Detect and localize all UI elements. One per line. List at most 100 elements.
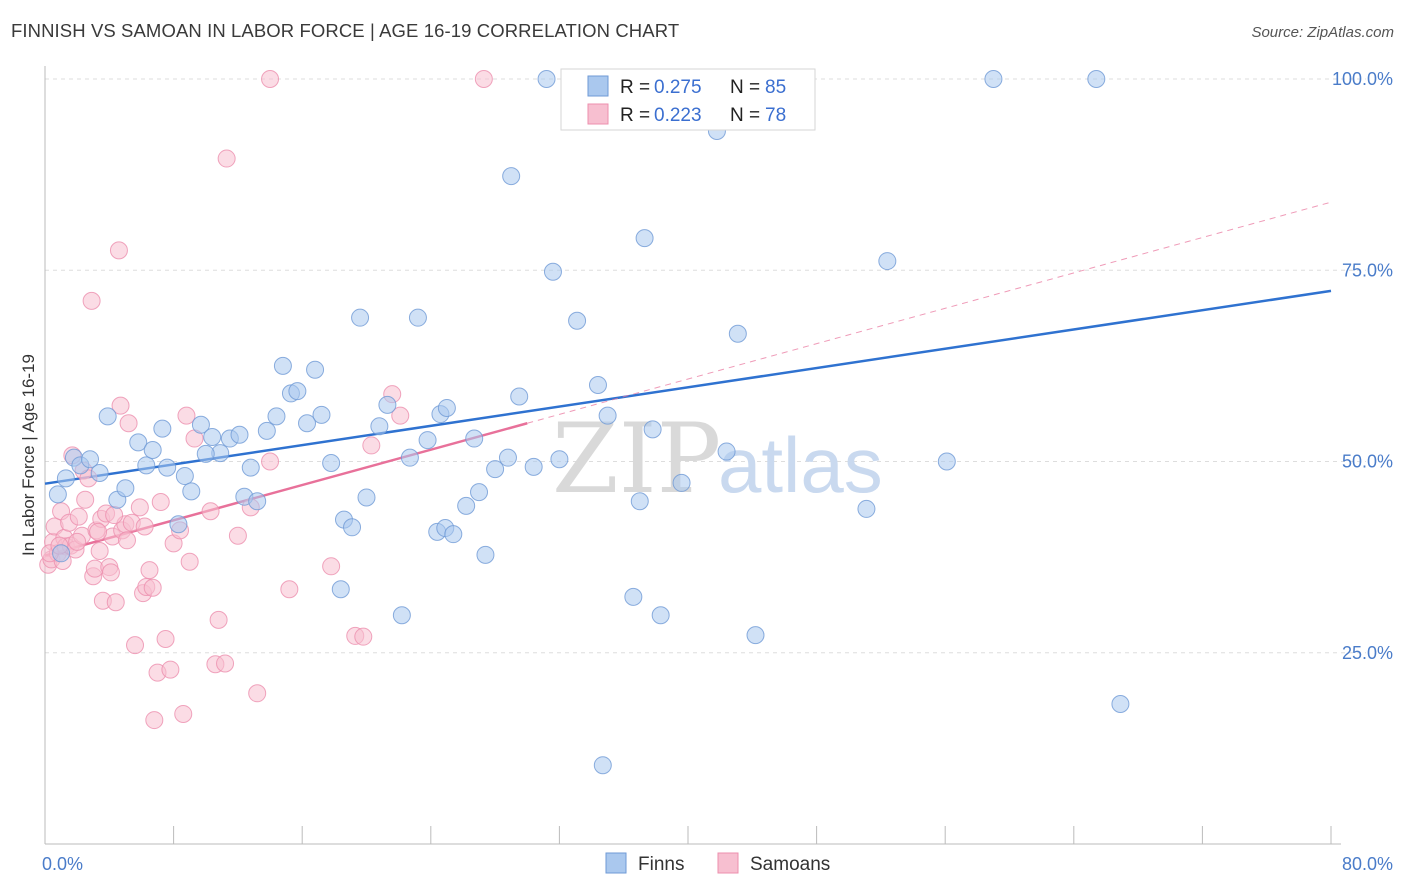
finns-point: [476, 545, 495, 564]
finns-point: [444, 525, 463, 544]
finns-point: [524, 457, 543, 476]
finns-point: [48, 485, 67, 504]
finns-point: [1087, 70, 1106, 88]
source-note: Source: ZipAtlas.com: [1251, 24, 1394, 41]
finns-point: [408, 308, 427, 327]
samoans-point: [130, 498, 149, 517]
finns-point: [643, 420, 662, 439]
finns-point: [137, 456, 156, 475]
finns-point: [370, 417, 389, 436]
y-axis-title: In Labor Force | Age 16-19: [19, 354, 38, 556]
samoans-point: [180, 552, 199, 571]
finns-point: [418, 431, 437, 450]
finns-point: [1111, 695, 1130, 714]
samoans-point: [280, 580, 299, 599]
samoans-point: [151, 493, 170, 512]
finns-point: [175, 467, 194, 486]
samoans-point: [101, 563, 120, 582]
finns-trend-line: [44, 289, 1332, 485]
samoans-point: [362, 436, 381, 455]
finns-point: [203, 428, 222, 447]
samoans-point: [105, 506, 124, 525]
legend-samoans-r-label: R =: [620, 105, 650, 126]
samoans-point: [201, 502, 220, 521]
series-legend-samoans-label: Samoans: [750, 854, 830, 875]
samoans-point: [174, 704, 193, 723]
finns-point: [248, 492, 267, 511]
finns-point: [81, 450, 100, 469]
finns-point: [288, 382, 307, 401]
finns-point: [465, 429, 484, 448]
samoans-point: [209, 610, 228, 629]
samoans-point: [89, 522, 108, 541]
finns-point: [672, 473, 691, 492]
finns-point: [273, 356, 292, 375]
samoans-point: [145, 711, 164, 730]
finns-point: [351, 308, 370, 327]
series-legend-samoans-swatch: [717, 852, 739, 874]
legend-samoans-swatch: [587, 103, 609, 125]
chart-title: FINNISH VS SAMOAN IN LABOR FORCE | AGE 1…: [11, 20, 680, 41]
finns-point: [52, 544, 71, 563]
samoans-point: [216, 654, 235, 673]
finns-point: [746, 626, 765, 645]
axes: [44, 66, 1341, 845]
finns-point: [550, 450, 569, 469]
samoans-point: [261, 452, 280, 471]
finns-point: [651, 606, 670, 625]
samoans-point: [354, 627, 373, 646]
samoans-point: [106, 593, 125, 612]
finns-point: [537, 70, 556, 88]
finns-point: [182, 482, 201, 501]
finns-point: [437, 398, 456, 417]
legend-finns-n-value: 85: [765, 77, 786, 98]
series-legend-finns-swatch: [605, 852, 627, 874]
legend-finns-swatch: [587, 75, 609, 97]
finns-point: [510, 387, 529, 406]
finns-point: [486, 460, 505, 479]
samoans-point: [156, 629, 175, 648]
finns-point: [378, 395, 397, 414]
watermark-atlas: atlas: [718, 421, 883, 509]
samoans-point: [161, 660, 180, 679]
samoans-point: [68, 532, 87, 551]
finns-point: [331, 580, 350, 599]
finns-point: [857, 499, 876, 518]
samoans-point: [322, 557, 341, 576]
legend-finns-r-label: R =: [620, 77, 650, 98]
finns-point: [153, 419, 172, 438]
legend-samoans-n-label: N =: [730, 105, 760, 126]
finns-point: [230, 425, 249, 444]
legend-finns-n-label: N =: [730, 77, 760, 98]
finns-point: [158, 458, 177, 477]
stats-legend: R = 0.275 N = 85 R = 0.223 N = 78: [560, 68, 816, 131]
finns-point: [588, 376, 607, 394]
finns-point: [502, 167, 521, 186]
finns-point: [267, 407, 286, 426]
finns-point: [143, 441, 162, 460]
finns-point: [470, 483, 489, 502]
finns-point: [241, 458, 260, 477]
samoans-point: [135, 517, 154, 536]
samoans-point: [143, 578, 162, 597]
samoans-point: [117, 531, 136, 550]
samoans-point: [69, 507, 88, 526]
tick-labels: 25.0% 50.0% 75.0% 100.0% 0.0% 80.0%: [42, 69, 1393, 874]
finns-point: [568, 311, 587, 330]
samoans-point: [109, 241, 128, 260]
finns-point: [457, 496, 476, 515]
finns-point: [357, 488, 376, 507]
finns-point: [343, 518, 362, 537]
finns-point: [498, 448, 517, 467]
finns-point: [129, 433, 148, 452]
finns-point: [728, 324, 747, 343]
finns-point: [196, 444, 215, 463]
samoans-point: [90, 542, 109, 561]
legend-samoans-r-value: 0.223: [654, 105, 702, 126]
samoans-point: [228, 526, 247, 545]
samoans-point: [261, 70, 280, 88]
finns-point: [392, 606, 411, 625]
data-points: [39, 70, 1130, 775]
finns-point: [937, 452, 956, 471]
